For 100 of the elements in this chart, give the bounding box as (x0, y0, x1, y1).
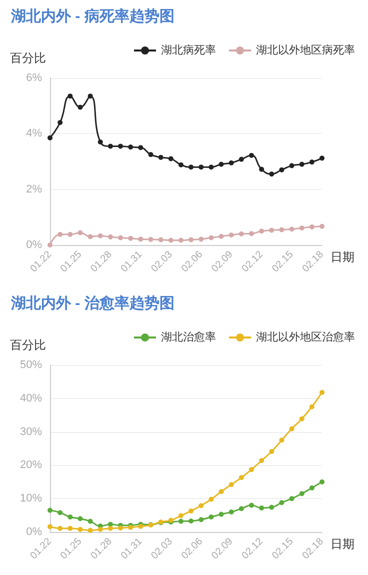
point (198, 236, 204, 242)
x-axis-title: 日期 (330, 537, 355, 551)
point (299, 162, 304, 167)
point (218, 512, 224, 517)
point (108, 526, 113, 531)
point (309, 485, 314, 490)
point (168, 238, 174, 243)
point (168, 156, 174, 162)
point (158, 237, 164, 242)
point (269, 228, 274, 233)
point (148, 236, 154, 242)
point (259, 166, 264, 172)
point (208, 514, 214, 520)
point (118, 235, 124, 240)
y-tick-label: 10% (20, 492, 42, 505)
point (320, 390, 324, 395)
point (188, 508, 194, 514)
point (248, 152, 254, 158)
y-tick-label: 4% (26, 128, 42, 140)
x-axis-title: 日期 (330, 250, 355, 264)
point (178, 518, 184, 524)
point (228, 509, 234, 514)
point (309, 404, 314, 410)
point (208, 164, 214, 170)
point (299, 491, 304, 496)
legend-label: 湖北治愈率 (161, 330, 216, 344)
point (299, 226, 304, 231)
point (259, 458, 264, 464)
point (128, 144, 134, 150)
point (58, 526, 63, 531)
y-tick-label: 20% (20, 459, 42, 472)
point (98, 140, 103, 145)
y-axis-title: 百分比 (10, 51, 46, 65)
point (58, 120, 63, 126)
point (68, 94, 73, 99)
point (269, 172, 274, 177)
point (320, 479, 324, 484)
point (148, 152, 154, 158)
point (178, 238, 184, 243)
y-tick-label: 6% (26, 72, 42, 84)
point (48, 508, 52, 513)
point (188, 518, 194, 524)
point (58, 232, 63, 237)
point (279, 500, 284, 506)
point (78, 230, 83, 236)
point (279, 227, 284, 232)
point (188, 237, 194, 242)
point (228, 160, 234, 166)
legend-label: 湖北以外地区病死率 (256, 44, 355, 56)
point (198, 517, 204, 522)
point (228, 232, 234, 238)
point (178, 513, 184, 518)
point (218, 489, 224, 494)
legend-label: 湖北病死率 (161, 44, 216, 56)
point (188, 164, 194, 170)
point (228, 482, 234, 488)
point (309, 224, 314, 230)
point (279, 438, 284, 443)
point (68, 232, 73, 237)
point (88, 528, 93, 533)
point (48, 524, 52, 530)
point (248, 467, 254, 472)
point (289, 426, 294, 432)
point (88, 94, 93, 99)
point (108, 144, 113, 149)
point (198, 164, 204, 170)
point (68, 526, 73, 531)
point (289, 163, 294, 168)
point (238, 231, 244, 236)
point (269, 504, 274, 510)
point (138, 145, 144, 150)
point (259, 505, 264, 510)
point (98, 233, 103, 238)
point (279, 167, 284, 172)
point (118, 525, 124, 530)
point (208, 496, 214, 502)
point (68, 514, 73, 520)
point (78, 516, 83, 522)
y-tick-label: 2% (26, 183, 42, 196)
point (158, 154, 164, 160)
point (320, 224, 324, 229)
point (289, 496, 294, 502)
point (238, 156, 244, 162)
point (128, 236, 134, 241)
point (238, 475, 244, 480)
y-tick-label: 0% (26, 526, 42, 538)
y-tick-label: 30% (20, 426, 42, 438)
point (88, 518, 93, 524)
y-tick-label: 50% (20, 359, 42, 371)
chart-title: 湖北内外 - 治愈率趋势图 (10, 294, 174, 312)
point (198, 503, 204, 508)
point (48, 135, 52, 140)
y-tick-label: 40% (20, 392, 42, 404)
legend-label: 湖北以外地区治愈率 (256, 330, 355, 344)
point (88, 234, 93, 240)
point (320, 156, 324, 161)
point (138, 236, 144, 242)
point (289, 226, 294, 232)
chart-title: 湖北内外 - 病死率趋势图 (10, 7, 174, 25)
point (299, 416, 304, 422)
